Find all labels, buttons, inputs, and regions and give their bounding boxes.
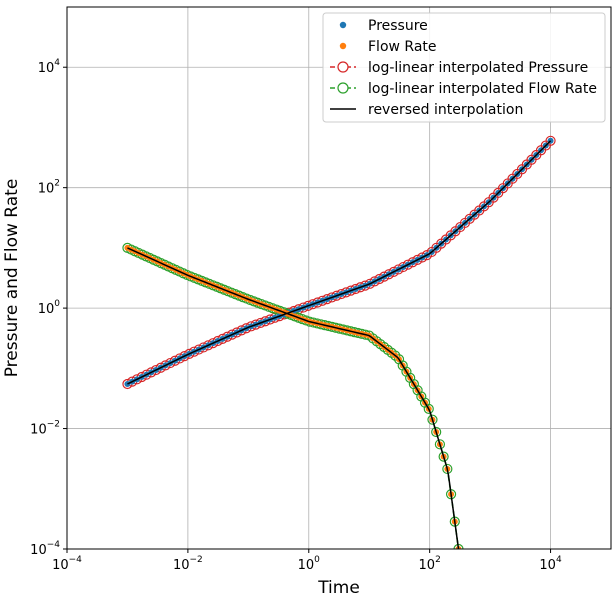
- legend-box: [322, 12, 606, 123]
- x-tick-label: 10−4: [52, 555, 82, 573]
- x-tick-label: 10−2: [173, 555, 203, 573]
- reversed-interp-line-pressure: [127, 140, 552, 385]
- y-tick-label: 104: [38, 58, 61, 76]
- y-tick-label: 10−4: [30, 540, 60, 558]
- pressure-interp-line: [127, 140, 552, 385]
- y-tick-label: 10−2: [30, 420, 60, 438]
- flowrate-interp-marker: [427, 414, 438, 425]
- y-tick-label-base: 10: [38, 61, 55, 76]
- x-tick-label: 104: [539, 555, 562, 573]
- x-tick-label-exp: −4: [69, 555, 83, 565]
- y-tick-label-base: 10: [30, 543, 47, 558]
- y-tick-label-base: 10: [38, 182, 55, 197]
- y-tick-label-exp: 4: [54, 58, 60, 68]
- legend-label-4: reversed interpolation: [368, 102, 523, 118]
- legend-label-0: Pressure: [368, 18, 428, 34]
- y-tick-label-exp: −2: [47, 420, 60, 430]
- y-tick-label-base: 10: [30, 423, 47, 438]
- y-tick-label-exp: −4: [47, 540, 61, 550]
- x-tick-label-base: 10: [298, 558, 315, 573]
- y-tick-label-base: 10: [38, 302, 55, 317]
- y-tick-label-exp: 2: [54, 179, 60, 189]
- x-tick-label-exp: 4: [556, 555, 562, 565]
- flowrate-interp-marker: [438, 451, 449, 462]
- legend: Pressure Flow Rate log-linear interpolated…: [322, 12, 606, 123]
- x-tick-label: 102: [419, 555, 441, 573]
- legend-marker-0: [339, 21, 347, 29]
- flowrate-interp-marker: [434, 439, 446, 450]
- x-tick-label-base: 10: [419, 558, 436, 573]
- x-tick-label-base: 10: [539, 558, 556, 573]
- legend-marker-1: [339, 42, 347, 50]
- x-tick-label-exp: 0: [314, 555, 320, 565]
- flowrate-interp-marker: [431, 426, 442, 438]
- flowrate-interp-line: [127, 247, 460, 549]
- x-axis-label: Time: [317, 578, 360, 598]
- axes-frame: [66, 6, 612, 550]
- y-tick-label: 100: [38, 299, 61, 317]
- y-tick-label: 102: [38, 179, 60, 197]
- flowrate-interp-marker: [423, 403, 434, 414]
- x-tick-label-base: 10: [173, 558, 190, 573]
- x-tick-label: 100: [298, 555, 321, 573]
- x-tick-label-exp: 2: [435, 555, 441, 565]
- legend-label-2: log-linear interpolated Pressure: [368, 60, 588, 76]
- reversed-interp-line-flowrate: [127, 247, 460, 549]
- y-tick-label-exp: 0: [54, 299, 60, 309]
- legend-label-1: Flow Rate: [368, 39, 437, 55]
- pressure-interp-marker: [545, 135, 556, 146]
- x-tick-label-base: 10: [52, 558, 69, 573]
- y-axis-label: Pressure and Flow Rate: [2, 179, 22, 378]
- legend-label-3: log-linear interpolated Flow Rate: [368, 81, 597, 97]
- x-tick-label-exp: −2: [190, 555, 203, 565]
- legend-marker-3: [337, 82, 349, 94]
- plot-area: [122, 135, 556, 549]
- legend-marker-2: [337, 61, 349, 73]
